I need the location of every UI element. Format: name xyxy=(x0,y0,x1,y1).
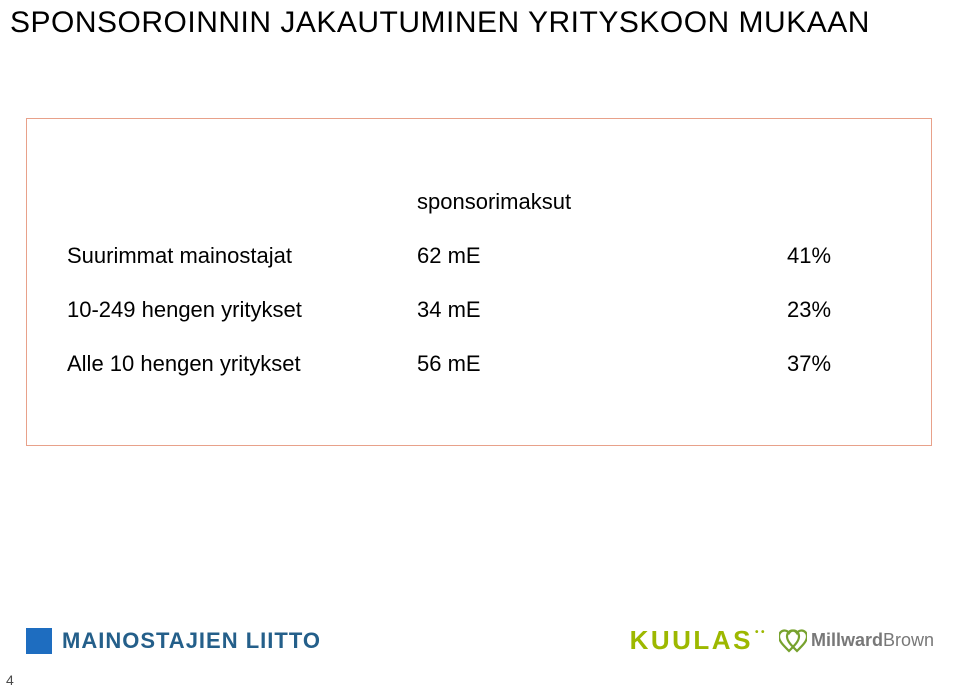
row-label: Suurimmat mainostajat xyxy=(67,243,407,269)
millward-label: Millward xyxy=(811,630,883,650)
row-label: 10-249 hengen yritykset xyxy=(67,297,407,323)
table-header-row: sponsorimaksut xyxy=(67,189,851,215)
page-title: SPONSOROINNIN JAKAUTUMINEN YRITYSKOON MU… xyxy=(10,6,870,40)
kuulas-label: KUULAS xyxy=(630,625,753,656)
row-pct: 37% xyxy=(667,351,851,377)
mainostajien-liitto-logo-text: MAINOSTAJIEN LIITTO xyxy=(62,628,321,654)
footer-right-brands: KUULAS•• MillwardBrown xyxy=(630,625,934,656)
page-number: 4 xyxy=(6,672,14,688)
row-pct: 23% xyxy=(667,297,851,323)
row-value: 34 mE xyxy=(407,297,667,323)
table-row: Alle 10 hengen yritykset 56 mE 37% xyxy=(67,351,851,377)
header-cell-blank2 xyxy=(667,189,851,215)
footer-left-brand: MAINOSTAJIEN LIITTO xyxy=(26,628,321,654)
table-row: 10-249 hengen yritykset 34 mE 23% xyxy=(67,297,851,323)
millwardbrown-logo: MillwardBrown xyxy=(779,629,934,653)
header-cell-sponsorimaksut: sponsorimaksut xyxy=(407,189,667,215)
row-value: 62 mE xyxy=(407,243,667,269)
brand-square-icon xyxy=(26,628,52,654)
brown-label: Brown xyxy=(883,630,934,650)
table-row: Suurimmat mainostajat 62 mE 41% xyxy=(67,243,851,269)
heart-icon xyxy=(779,629,807,653)
row-label: Alle 10 hengen yritykset xyxy=(67,351,407,377)
kuulas-dots-icon: •• xyxy=(755,627,767,638)
header-cell-blank xyxy=(67,189,407,215)
row-value: 56 mE xyxy=(407,351,667,377)
kuulas-logo-text: KUULAS•• xyxy=(630,625,767,656)
millwardbrown-text: MillwardBrown xyxy=(811,630,934,651)
data-table: sponsorimaksut Suurimmat mainostajat 62 … xyxy=(26,118,932,446)
row-pct: 41% xyxy=(667,243,851,269)
